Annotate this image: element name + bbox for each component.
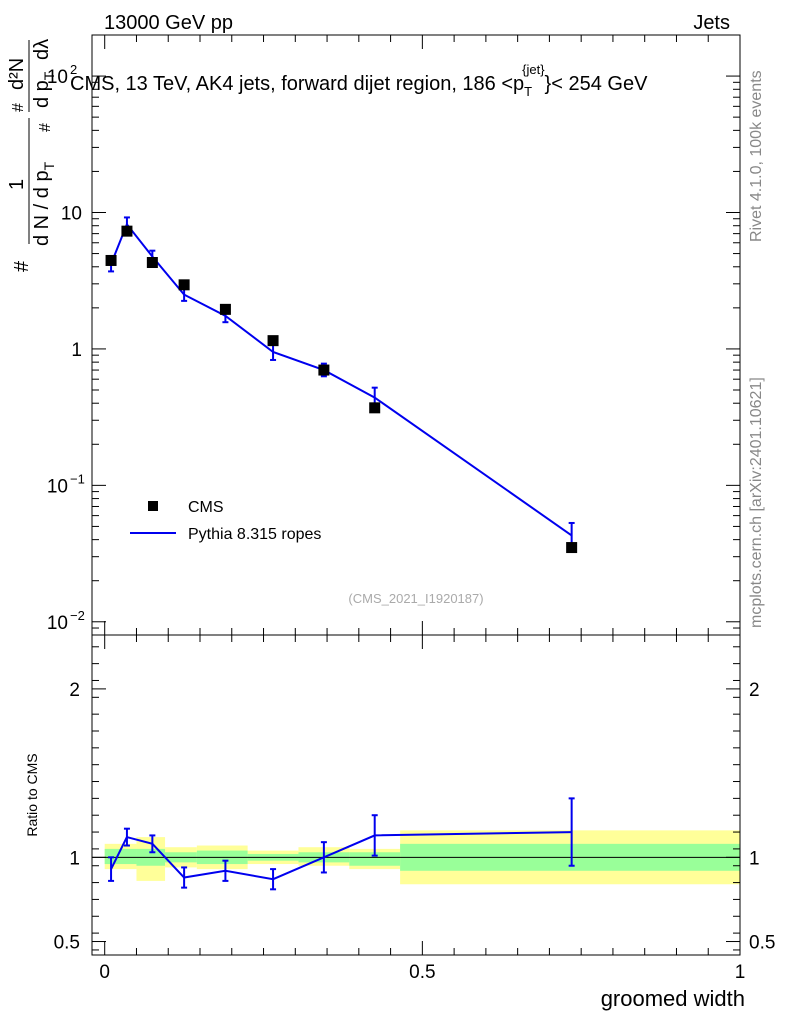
pythia-series xyxy=(108,216,575,551)
ratio-band-green xyxy=(349,852,401,866)
chart-title-tail: }< 254 GeV xyxy=(545,73,649,95)
rivet-label: Rivet 4.1.0, 100k events xyxy=(748,70,765,242)
legend: CMS Pythia 8.315 ropes xyxy=(130,499,321,543)
main-y-tick-label: 10 xyxy=(47,476,68,497)
header-left: 13000 GeV pp xyxy=(104,12,233,34)
analysis-watermark: (CMS_2021_I1920187) xyxy=(348,591,483,606)
x-axis-label: groomed width xyxy=(601,986,745,1011)
main-x-ticks xyxy=(104,35,741,635)
chart-title-lead: CMS, 13 TeV, AK4 jets, forward dijet reg… xyxy=(70,73,524,95)
header-right: Jets xyxy=(693,12,730,34)
cms-point xyxy=(318,364,330,376)
main-y-axis-label: # d N / d pT 1 # d pT dλ # d²N xyxy=(6,39,57,272)
chart-title: CMS, 13 TeV, AK4 jets, forward dijet reg… xyxy=(70,62,648,99)
main-y-tick-label-exponent: −1 xyxy=(70,471,85,486)
cms-point xyxy=(178,279,190,291)
ratio-y-tick-label-right: 1 xyxy=(749,848,760,869)
x-tick-label: 0.5 xyxy=(409,962,435,983)
main-y-tick-label-exponent: −2 xyxy=(70,608,85,623)
cms-point xyxy=(146,257,158,269)
ylabel-denominator-text: d N / d p xyxy=(31,170,53,246)
cms-point xyxy=(105,254,117,266)
main-y-tick-label: 10 xyxy=(47,613,68,634)
ratio-plot: 0.5 0.51 12 2 0 0.5 1 Ratio to CMS groomed wi… xyxy=(24,634,775,1011)
ylabel-hash-3: # xyxy=(10,103,27,112)
main-y-tick-label: 1 xyxy=(71,340,82,361)
ratio-plot-frame xyxy=(91,634,741,956)
cms-series xyxy=(105,225,578,554)
chart-title-sup: {jet} xyxy=(522,62,545,77)
ylabel-d2n: d²N xyxy=(6,58,28,90)
ratio-y-tick-label-right: 0.5 xyxy=(749,933,775,954)
ratio-y-tick-label-left: 2 xyxy=(69,680,80,701)
main-y-tick-label: 10 xyxy=(61,203,82,224)
legend-label-pythia: Pythia 8.315 ropes xyxy=(188,526,321,543)
ylabel-dpt: d pT xyxy=(31,71,57,108)
mcplots-label: mcplots.cern.ch [arXiv:2401.10621] xyxy=(748,377,765,628)
x-tick-label: 1 xyxy=(735,962,746,983)
ratio-x-ticks: 0 0.5 1 xyxy=(99,635,745,983)
legend-marker-cms xyxy=(148,501,158,511)
ylabel-dpt-text: d p xyxy=(31,80,53,108)
ratio-y-axis-label: Ratio to CMS xyxy=(24,753,40,836)
cms-point xyxy=(566,542,578,554)
ylabel-dpt-sub: T xyxy=(41,71,57,80)
cms-point xyxy=(369,402,381,414)
ylabel-hash-1: # xyxy=(11,260,33,272)
ylabel-one: 1 xyxy=(6,179,28,190)
pythia-line xyxy=(110,222,573,537)
main-y-tick-label: 10 xyxy=(47,67,68,88)
main-plot-frame xyxy=(91,34,741,636)
ratio-y-tick-label-left: 1 xyxy=(69,848,80,869)
cms-point xyxy=(267,335,279,347)
chart-title-sub: T xyxy=(524,84,532,99)
ylabel-denominator: d N / d pT xyxy=(31,161,57,246)
ratio-y-ticks: 0.5 0.5 1 1 2 2 xyxy=(54,646,775,954)
ratio-series xyxy=(108,797,575,891)
main-y-tick-label-exponent: 2 xyxy=(70,62,77,77)
x-tick-label: 0 xyxy=(99,962,110,983)
main-y-ticks xyxy=(92,34,740,636)
legend-label-cms: CMS xyxy=(188,499,224,516)
cms-point xyxy=(219,303,231,315)
ylabel-hash-2: # xyxy=(37,123,54,132)
ratio-band-green xyxy=(104,848,137,865)
ratio-y-tick-label-right: 2 xyxy=(749,680,760,701)
ylabel-denominator-sub: T xyxy=(41,161,57,170)
cms-point xyxy=(121,225,133,237)
ratio-y-tick-label-left: 0.5 xyxy=(54,933,80,954)
ylabel-dlambda: dλ xyxy=(31,39,53,60)
